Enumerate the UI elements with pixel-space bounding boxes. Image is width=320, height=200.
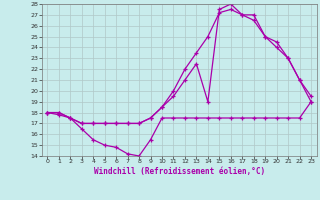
X-axis label: Windchill (Refroidissement éolien,°C): Windchill (Refroidissement éolien,°C) <box>94 167 265 176</box>
